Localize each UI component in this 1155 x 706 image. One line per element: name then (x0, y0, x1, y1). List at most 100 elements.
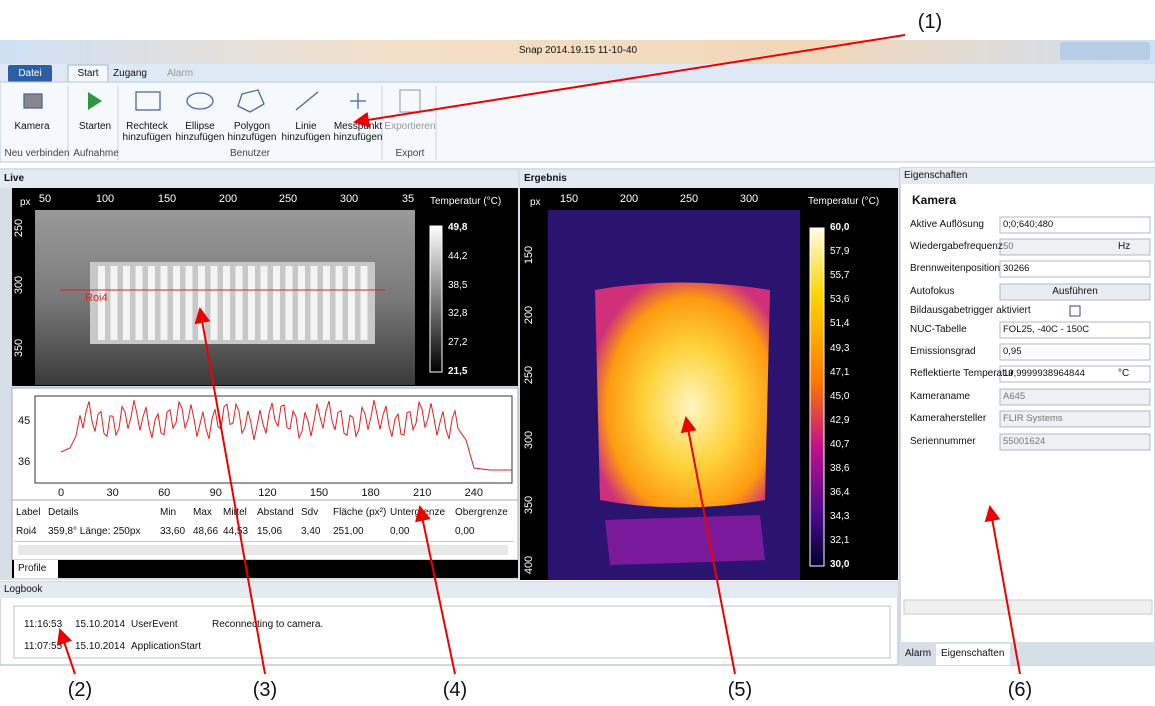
property-button[interactable]: Ausführen (1052, 286, 1098, 297)
section-title: Kamera (912, 193, 957, 207)
ribbon-button[interactable]: Exportieren (384, 121, 436, 132)
table-cell: 33,60 (160, 526, 186, 537)
live-stripes (98, 266, 368, 340)
table-cell: 359,8° Länge: 250px (48, 526, 141, 537)
active-bottom-tab[interactable] (936, 644, 1010, 665)
ribbon-button[interactable]: Rechteck hinzufügen (122, 121, 172, 143)
property-value[interactable]: FOL25, -40C - 150C (1003, 324, 1090, 335)
stripe (223, 266, 230, 340)
property-field[interactable] (999, 388, 1151, 406)
log-cell: Reconnecting to camera. (212, 619, 324, 630)
stripe (173, 266, 180, 340)
property-value[interactable]: 55001624 (1003, 436, 1046, 447)
scale-label: 27,2 (448, 337, 468, 349)
x-tick-label: 90 (209, 487, 222, 499)
x-tick-label: 180 (361, 487, 380, 499)
annotation-label: (4) (442, 679, 468, 701)
ribbon-group-label: Export (395, 148, 425, 159)
stripe (348, 266, 355, 340)
x-tick-label: 100 (95, 193, 115, 205)
property-value[interactable]: A645 (1003, 391, 1026, 402)
annotation-label: (6) (1007, 679, 1033, 701)
scale-label: 49,8 (448, 222, 468, 233)
ribbon (0, 81, 1155, 163)
property-label: Brennweitenposition (910, 263, 1001, 274)
properties-scrollbar[interactable] (903, 599, 1153, 615)
ribbon-button[interactable]: Starten (78, 121, 112, 132)
property-field[interactable] (999, 343, 1151, 361)
arrow-2 (56, 628, 76, 675)
scale-label: 40,7 (830, 438, 850, 450)
x-tick-label: 35 (401, 193, 415, 205)
property-field[interactable] (999, 216, 1151, 234)
bottom-tab[interactable]: Alarm (905, 648, 932, 659)
ribbon-button[interactable]: Ellipse hinzufügen (175, 121, 225, 143)
ribbon-tab[interactable]: Alarm (166, 68, 194, 79)
scale-label: 21,5 (448, 366, 468, 377)
file-tab-bg[interactable] (8, 65, 52, 82)
profile-tab[interactable]: Profile (18, 563, 47, 574)
property-value[interactable]: 0;0;640;480 (1003, 219, 1054, 230)
stripe (235, 266, 243, 340)
property-label: Wiedergabefrequenz (910, 241, 1003, 252)
ribbon-button[interactable]: Kamera (14, 121, 50, 132)
stripe (248, 266, 255, 340)
scale-label: 60,0 (830, 222, 850, 233)
table-scrollbar[interactable] (18, 545, 508, 555)
property-label: Autofokus (910, 286, 955, 297)
x-tick-label: 240 (464, 487, 483, 499)
stripe (323, 266, 330, 340)
result-color-scale (809, 227, 825, 567)
ribbon-group-label: Aufnahme (73, 148, 119, 159)
scale-label: 53,6 (830, 294, 850, 306)
result-hot-object (595, 282, 770, 508)
property-label: Aktive Auflösung (910, 219, 984, 230)
property-value[interactable]: 30266 (1003, 263, 1030, 274)
ribbon-separators (67, 86, 437, 160)
property-field[interactable] (999, 365, 1151, 383)
table-rule (14, 541, 514, 542)
property-field[interactable] (999, 410, 1151, 428)
profile-tab-bg[interactable] (14, 560, 58, 578)
table-header: Mittel (223, 507, 247, 518)
property-value[interactable]: 0,95 (1003, 346, 1022, 357)
property-unit[interactable]: °C (1118, 368, 1130, 379)
stripe (98, 266, 105, 340)
table-header: Sdv (301, 507, 319, 518)
scale-title: Temperatur (°C) (430, 196, 502, 207)
profile-line (60, 399, 512, 471)
scale-label: 45,0 (830, 390, 850, 402)
stripe (273, 266, 280, 340)
window-controls[interactable] (1060, 42, 1150, 60)
checkbox[interactable] (1069, 305, 1081, 317)
property-unit[interactable]: Hz (1118, 241, 1131, 252)
bottom-tab[interactable]: Eigenschaften (941, 648, 1005, 659)
ribbon-tab[interactable]: Start (77, 68, 99, 79)
ribbon-tab[interactable]: Datei (18, 68, 42, 79)
stripe (185, 266, 193, 340)
table-header: Min (160, 507, 177, 518)
scale-label: 47,1 (830, 366, 850, 378)
scale-label: 32,8 (448, 308, 468, 320)
property-value[interactable]: 19,9999938964844 (1003, 368, 1085, 379)
property-field[interactable] (999, 283, 1151, 301)
stripe (260, 266, 268, 340)
property-field[interactable] (999, 260, 1151, 278)
profile-tab-strip (12, 560, 518, 578)
live-color-scale (429, 225, 443, 373)
stripe (310, 266, 318, 340)
property-value[interactable]: FLIR Systems (1003, 413, 1063, 424)
property-field[interactable] (999, 433, 1151, 451)
property-value[interactable]: 50 (1003, 241, 1014, 252)
ribbon-tab[interactable]: Zugang (113, 68, 147, 79)
title-bar (0, 40, 1155, 64)
scale-label: 55,7 (830, 270, 850, 282)
ribbon-button[interactable]: Polygon hinzufügen (227, 121, 277, 143)
ribbon-button[interactable]: Linie hinzufügen (281, 121, 331, 143)
x-tick-label: 50 (38, 193, 52, 205)
property-field[interactable] (999, 238, 1151, 256)
property-field[interactable] (999, 321, 1151, 339)
x-tick-label: 200 (218, 193, 238, 205)
